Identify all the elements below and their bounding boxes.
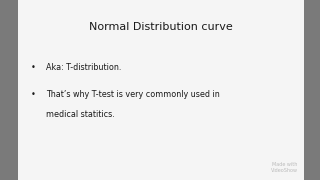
Text: medical statitics.: medical statitics. [46,110,115,119]
Text: That’s why T-test is very commonly used in: That’s why T-test is very commonly used … [46,90,220,99]
Text: •: • [30,63,35,72]
Text: Aka: T-distribution.: Aka: T-distribution. [46,63,122,72]
Bar [18,0,304,180]
Text: Made with
VideoShow: Made with VideoShow [271,162,298,173]
Text: Normal Distribution curve: Normal Distribution curve [89,22,233,32]
Text: •: • [30,90,35,99]
